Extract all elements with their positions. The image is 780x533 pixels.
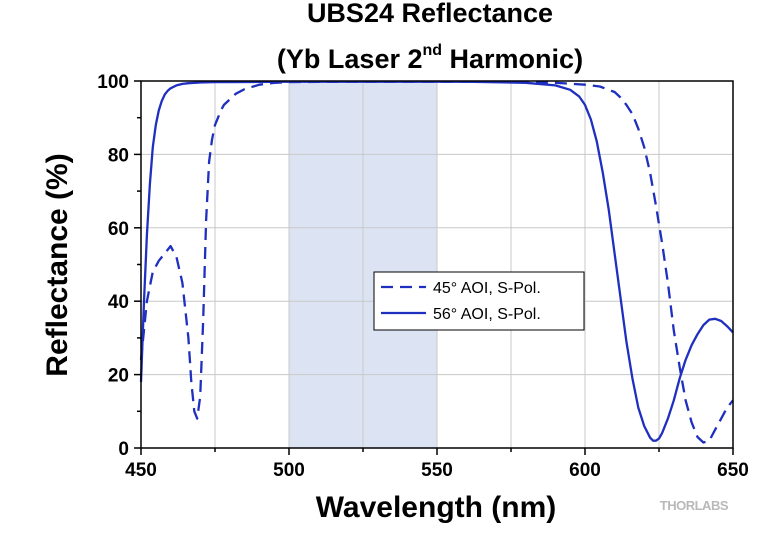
- x-tick-label: 650: [717, 460, 749, 481]
- chart-title-line2-superscript: nd: [422, 42, 442, 59]
- legend-entry-45deg: 45° AOI, S-Pol.: [433, 280, 541, 297]
- series-line-56deg: [139, 80, 734, 442]
- x-tick-label: 500: [273, 460, 305, 481]
- x-tick-label: 550: [421, 460, 453, 481]
- legend: 45° AOI, S-Pol. 56° AOI, S-Pol.: [373, 271, 585, 331]
- y-tick-label: 80: [108, 145, 129, 166]
- legend-entry-56deg: 56° AOI, S-Pol.: [433, 306, 541, 323]
- x-tick-labels: 450 500 550 600 650: [125, 460, 749, 481]
- legend-box: [373, 271, 585, 331]
- grid: [141, 81, 733, 448]
- y-tick-label: 40: [108, 292, 129, 313]
- x-tick-label: 600: [569, 460, 601, 481]
- thorlabs-logo: THORLABS: [660, 498, 729, 513]
- chart-title-line2-prefix: (Yb Laser 2: [277, 44, 423, 74]
- y-tick-label: 100: [97, 72, 129, 93]
- y-tick-label: 60: [108, 219, 129, 240]
- chart-title-line1: UBS24 Reflectance: [307, 0, 553, 28]
- x-axis-label: Wavelength (nm): [316, 491, 557, 524]
- y-tick-labels: 0 20 40 60 80 100: [97, 72, 129, 460]
- chart-title-line2-suffix: Harmonic): [442, 44, 583, 74]
- x-tick-label: 450: [125, 460, 157, 481]
- axis-ticks: [134, 80, 734, 455]
- y-tick-label: 20: [108, 366, 129, 387]
- y-tick-label: 0: [118, 439, 129, 460]
- y-axis-label: Reflectance (%): [41, 153, 74, 376]
- chart-title-line2: (Yb Laser 2nd Harmonic): [277, 42, 583, 74]
